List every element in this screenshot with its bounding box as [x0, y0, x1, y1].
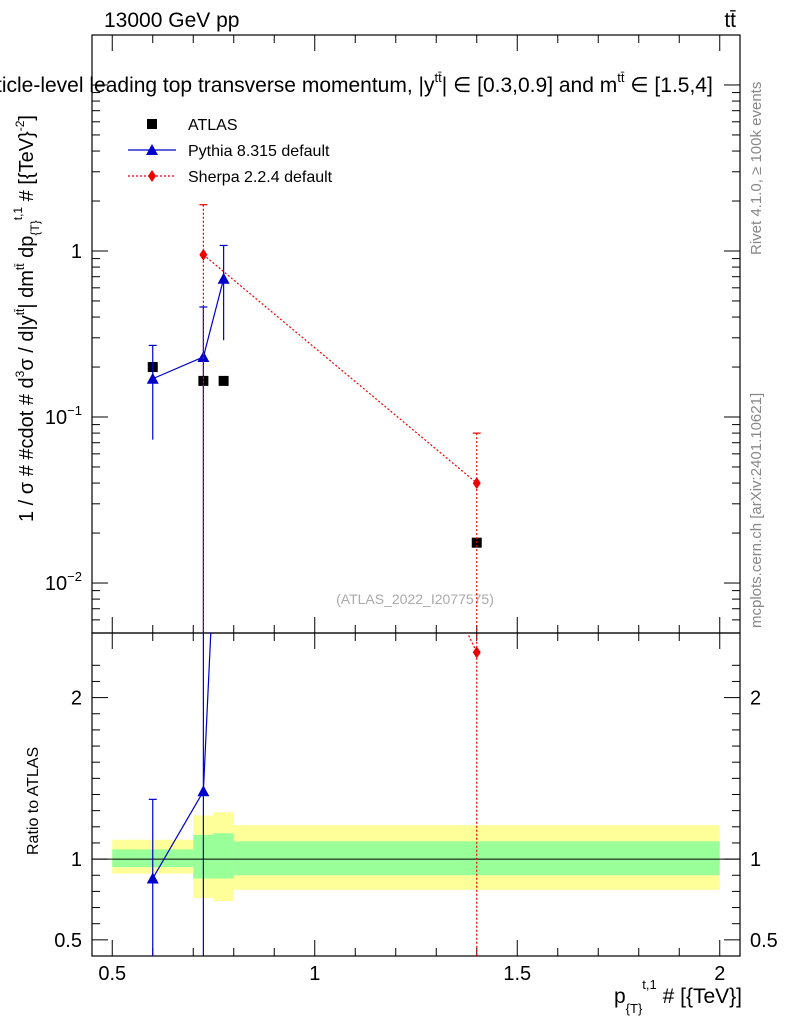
- series-line-sherpa: [202, 254, 478, 484]
- series-line-pythia: [152, 278, 225, 380]
- ratio-plot-frame: [91, 632, 741, 957]
- ratio-point-sherpa: [472, 646, 481, 659]
- legend-label: ATLAS: [188, 117, 238, 134]
- y-tick-label-ratio: 2: [71, 688, 82, 710]
- legend-marker-sherpa: [148, 170, 156, 182]
- y-tick-label-ratio-right: 1: [750, 849, 761, 871]
- x-tick-label: 1: [309, 963, 320, 985]
- y-tick-label-main: 1: [71, 241, 82, 263]
- y-tick-label-ratio: 1: [71, 849, 82, 871]
- data-point-sherpa: [199, 248, 208, 261]
- legend: ATLAS Pythia 8.315 default Sherpa 2.2.4 de…: [128, 117, 333, 186]
- ratio-series: [146, 633, 481, 956]
- ratio-axes: 0.5 1 1.5 2 0.5 0.5 1 1 2 2: [54, 633, 778, 985]
- process-label: tt̄: [724, 9, 736, 32]
- ratio-point-pythia: [146, 872, 159, 884]
- data-point-sherpa: [472, 477, 481, 490]
- watermark: (ATLAS_2022_I2077575): [336, 591, 494, 607]
- side-label-top: Rivet 4.1.0, ≥ 100k events: [748, 82, 765, 255]
- y-tick-label-main: 10−1: [45, 403, 82, 429]
- x-tick-label: 0.5: [98, 963, 126, 985]
- legend-label: Pythia 8.315 default: [188, 143, 330, 160]
- main-y-axis-label: 1 / σ # #cdot # d3σ / d|ytt̄| dmtt̄ dp{T…: [11, 115, 42, 522]
- y-tick-label-main: 10−2: [45, 569, 82, 595]
- data-point-pythia: [146, 372, 159, 384]
- data-point-pythia: [217, 272, 230, 284]
- y-tick-label-ratio-right: 0.5: [750, 930, 778, 952]
- stat-uncertainty-band: [213, 833, 234, 879]
- y-tick-label-ratio: 0.5: [54, 930, 82, 952]
- plot-title: ticle-level leading top transverse momen…: [0, 70, 713, 97]
- ratio-y-axis-label: Ratio to ATLAS: [25, 747, 42, 855]
- x-tick-label: 1.5: [503, 963, 531, 985]
- main-series: [146, 204, 482, 633]
- x-axis-label: p{T}t,1 # [{TeV}]: [614, 977, 742, 1016]
- legend-marker-atlas: [147, 119, 157, 129]
- legend-label: Sherpa 2.2.4 default: [188, 169, 333, 186]
- y-tick-label-ratio-right: 2: [750, 688, 761, 710]
- ratio-line-pythia: [152, 633, 212, 879]
- x-tick-label: 2: [714, 963, 725, 985]
- main-axes: 10−2 10−1 1: [45, 34, 740, 634]
- data-point-pythia: [197, 350, 210, 362]
- legend-marker-pythia: [146, 144, 158, 155]
- side-label-bottom: mcplots.cern.ch [arXiv:2401.10621]: [748, 393, 765, 628]
- ratio-uncertainty-bands: [92, 812, 740, 902]
- energy-label: 13000 GeV pp: [104, 9, 239, 32]
- ratio-point-pythia: [197, 785, 210, 797]
- data-point-atlas: [218, 375, 229, 386]
